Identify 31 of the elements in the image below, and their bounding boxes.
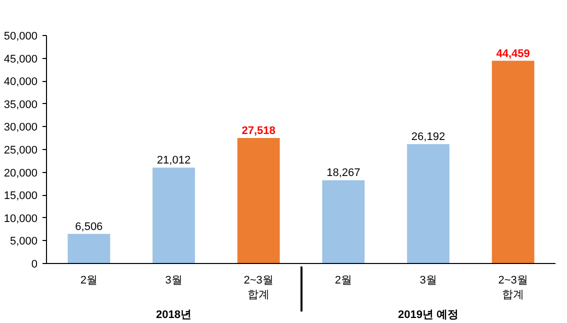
x-tick-label: 2~3월 합계 (244, 274, 274, 301)
bar (407, 144, 450, 264)
y-tick-label: 5,000 (10, 236, 38, 248)
y-tick-label: 15,000 (4, 190, 38, 202)
bar (152, 168, 195, 264)
x-tick-label: 3월 (420, 274, 437, 286)
x-tick-label: 2~3월 합계 (498, 274, 528, 301)
y-tick-label: 35,000 (4, 98, 38, 111)
data-label: 21,012 (156, 154, 191, 167)
y-tick-label: 25,000 (4, 144, 38, 156)
y-tick-label: 20,000 (4, 167, 38, 180)
x-tick-label: 3월 (165, 274, 182, 286)
bar (322, 180, 365, 264)
bar (492, 60, 534, 264)
data-label: 27,518 (242, 125, 276, 138)
x-tick-label: 2월 (334, 274, 352, 286)
data-label: 6,506 (75, 220, 103, 233)
y-tick-label: 45,000 (4, 53, 38, 66)
y-tick-label: 30,000 (4, 122, 38, 134)
text: 2018년 (156, 308, 192, 321)
y-tick-label: 40,000 (4, 76, 38, 88)
bar (68, 234, 110, 264)
data-label: 26,192 (411, 131, 446, 144)
y-tick-label: 50,000 (4, 30, 38, 42)
data-label: 18,267 (326, 167, 360, 180)
x-tick-label: 2월 (80, 274, 98, 286)
bar (237, 138, 280, 264)
y-tick-label: 10,000 (4, 212, 38, 225)
text: 2019년 예정 (398, 308, 459, 321)
data-label: 44,459 (496, 48, 530, 60)
y-tick-label: 0 (31, 258, 38, 270)
